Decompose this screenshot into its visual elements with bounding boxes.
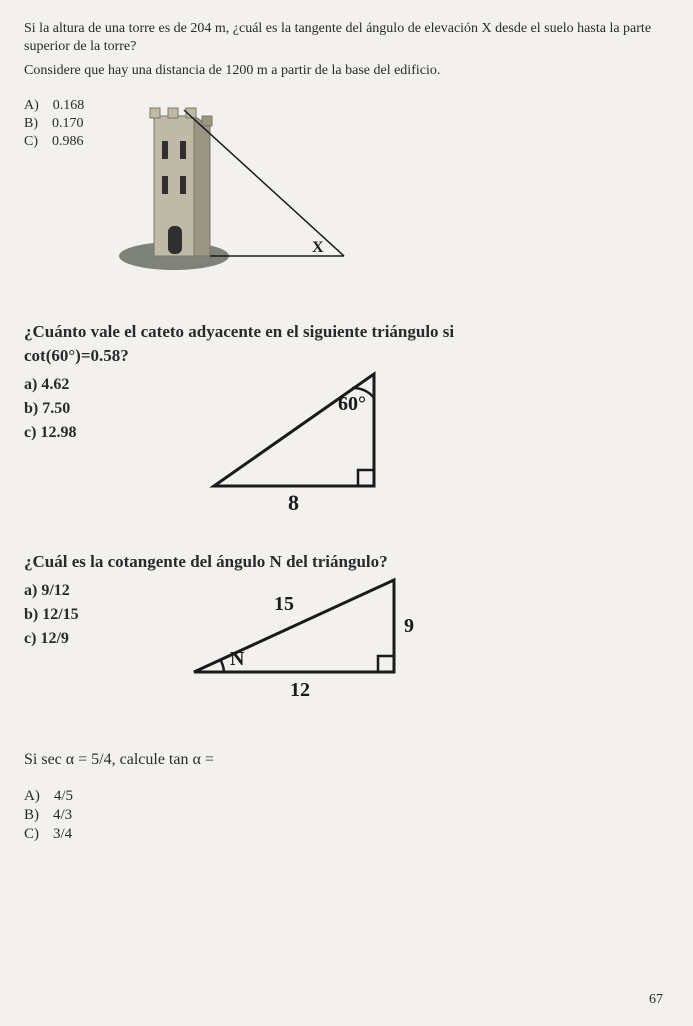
q3-option-a: a) 9/12: [24, 582, 114, 600]
q1-option-b: B) 0.170: [24, 116, 84, 132]
option-key: A): [24, 788, 40, 805]
option-key: a): [24, 376, 37, 393]
option-value: 4.62: [41, 376, 69, 393]
question-4: Si sec α = 5/4, calcule tan α = A) 4/5 B…: [24, 750, 669, 843]
option-key: c): [24, 424, 36, 441]
option-key: A): [24, 98, 39, 114]
option-value: 4/5: [54, 788, 73, 805]
option-key: b): [24, 400, 38, 417]
q3-options: a) 9/12 b) 12/15 c) 12/9: [24, 582, 114, 654]
option-key: c): [24, 630, 36, 647]
q4-prompt: Si sec α = 5/4, calcule tan α =: [24, 750, 669, 770]
q1-prompt-1: Si la altura de una torre es de 204 m, ¿…: [24, 20, 669, 56]
option-value: 0.170: [52, 116, 84, 132]
q3-right-label: 9: [404, 615, 414, 637]
q1-prompt-2: Considere que hay una distancia de 1200 …: [24, 62, 669, 80]
question-2: ¿Cuánto vale el cateto adyacente en el s…: [24, 322, 669, 516]
triangle-n-icon: N 15 9 12: [174, 562, 434, 702]
triangle-60-icon: 60° 8: [194, 356, 434, 516]
q3-base-label: 12: [290, 679, 310, 701]
option-key: B): [24, 807, 39, 824]
q2-angle-label: 60°: [338, 393, 366, 415]
option-value: 0.986: [52, 134, 84, 150]
page-number: 67: [649, 992, 663, 1008]
option-key: a): [24, 582, 37, 599]
option-value: 4/3: [53, 807, 72, 824]
option-value: 3/4: [53, 826, 72, 843]
q3-option-c: c) 12/9: [24, 630, 114, 648]
option-value: 9/12: [41, 582, 69, 599]
q3-option-b: b) 12/15: [24, 606, 114, 624]
option-value: 12/9: [40, 630, 68, 647]
q2-option-c: c) 12.98: [24, 424, 114, 442]
q2-prompt-1: ¿Cuánto vale el cateto adyacente en el s…: [24, 322, 669, 342]
q3-angle-label: N: [230, 648, 245, 670]
q1-angle-label: X: [312, 239, 324, 256]
option-value: 12.98: [40, 424, 76, 441]
q1-figure: X: [114, 86, 374, 286]
q2-option-a: a) 4.62: [24, 376, 114, 394]
question-1: Si la altura de una torre es de 204 m, ¿…: [24, 20, 669, 286]
tower-diagram-icon: X: [114, 86, 374, 286]
question-3: ¿Cuál es la cotangente del ángulo N del …: [24, 552, 669, 702]
q2-options: a) 4.62 b) 7.50 c) 12.98: [24, 376, 114, 448]
option-key: B): [24, 116, 38, 132]
q4-options: A) 4/5 B) 4/3 C) 3/4: [24, 788, 669, 843]
q2-figure: 60° 8: [194, 356, 434, 516]
q3-hyp-label: 15: [274, 593, 294, 615]
q2-option-b: b) 7.50: [24, 400, 114, 418]
q3-figure: N 15 9 12: [174, 562, 434, 702]
option-key: C): [24, 134, 38, 150]
option-key: b): [24, 606, 38, 623]
option-value: 0.168: [53, 98, 85, 114]
q1-options: A) 0.168 B) 0.170 C) 0.986: [24, 98, 84, 152]
q1-option-c: C) 0.986: [24, 134, 84, 150]
q4-option-a: A) 4/5: [24, 788, 669, 805]
option-key: C): [24, 826, 39, 843]
option-value: 12/15: [42, 606, 78, 623]
option-value: 7.50: [42, 400, 70, 417]
q2-base-label: 8: [288, 490, 299, 515]
q1-option-a: A) 0.168: [24, 98, 84, 114]
q4-option-c: C) 3/4: [24, 826, 669, 843]
q4-option-b: B) 4/3: [24, 807, 669, 824]
